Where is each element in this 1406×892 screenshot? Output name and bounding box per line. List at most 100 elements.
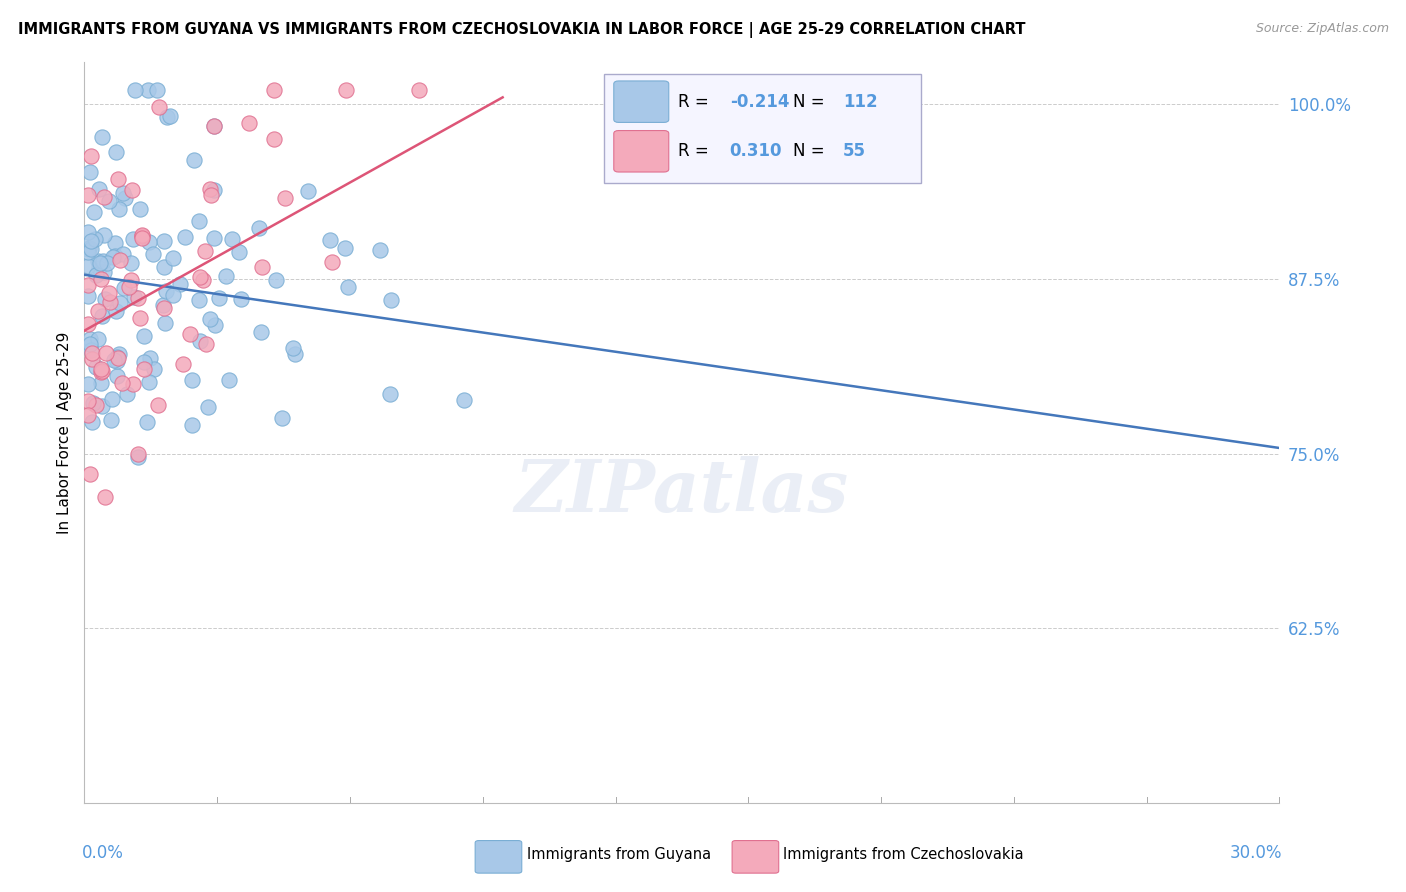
Point xyxy=(105,353,128,368)
Point xyxy=(108,202,131,217)
Text: 0.0%: 0.0% xyxy=(82,844,124,862)
Point xyxy=(91,364,114,378)
Point xyxy=(172,358,194,372)
Text: R =: R = xyxy=(678,143,714,161)
Point xyxy=(108,347,131,361)
Point xyxy=(114,191,136,205)
Point xyxy=(368,243,391,257)
Point xyxy=(93,227,115,242)
Point xyxy=(117,387,139,401)
Point xyxy=(250,260,273,275)
Point xyxy=(132,355,155,369)
Text: IMMIGRANTS FROM GUYANA VS IMMIGRANTS FROM CZECHOSLOVAKIA IN LABOR FORCE | AGE 25: IMMIGRANTS FROM GUYANA VS IMMIGRANTS FRO… xyxy=(18,22,1026,38)
Text: Immigrants from Czechoslovakia: Immigrants from Czechoslovakia xyxy=(783,847,1024,863)
Point xyxy=(101,392,124,406)
Point xyxy=(229,292,252,306)
Point xyxy=(77,277,100,292)
Point xyxy=(94,293,117,307)
Point xyxy=(83,204,105,219)
Point xyxy=(77,408,100,422)
FancyBboxPatch shape xyxy=(605,73,921,183)
Point xyxy=(90,376,112,391)
Point xyxy=(122,377,145,392)
Point xyxy=(120,255,142,269)
Point xyxy=(319,233,342,247)
Point xyxy=(191,272,214,286)
Point xyxy=(202,183,225,197)
Point xyxy=(179,327,201,342)
Point xyxy=(134,362,156,376)
Point xyxy=(103,250,125,264)
Point xyxy=(98,286,121,301)
Point xyxy=(146,398,169,412)
Point xyxy=(297,185,319,199)
Point xyxy=(156,110,179,124)
Point xyxy=(380,387,402,401)
Point xyxy=(202,231,225,245)
Point xyxy=(153,234,176,248)
Point xyxy=(86,332,108,346)
Point xyxy=(91,309,114,323)
FancyBboxPatch shape xyxy=(475,840,522,873)
Point xyxy=(79,165,101,179)
Point xyxy=(94,491,117,505)
Point xyxy=(107,351,129,366)
Point xyxy=(93,254,115,268)
Point xyxy=(84,232,107,246)
Point xyxy=(89,182,111,196)
FancyBboxPatch shape xyxy=(733,840,779,873)
Point xyxy=(105,145,128,160)
Point xyxy=(110,252,132,267)
Point xyxy=(333,241,356,255)
Point xyxy=(89,261,111,276)
Point xyxy=(131,227,153,242)
Point xyxy=(111,376,134,390)
Point xyxy=(188,293,211,307)
Text: 55: 55 xyxy=(844,143,866,161)
Point xyxy=(107,350,129,364)
Point xyxy=(380,293,402,307)
Point xyxy=(194,244,217,258)
Point xyxy=(127,447,149,461)
Point xyxy=(153,316,176,330)
Y-axis label: In Labor Force | Age 25-29: In Labor Force | Age 25-29 xyxy=(58,332,73,533)
Point xyxy=(84,398,107,412)
Point xyxy=(169,277,191,291)
Point xyxy=(134,328,156,343)
Text: 30.0%: 30.0% xyxy=(1229,844,1282,862)
FancyBboxPatch shape xyxy=(614,130,669,172)
Point xyxy=(93,265,115,279)
Point xyxy=(136,83,159,97)
Point xyxy=(337,279,360,293)
Point xyxy=(127,450,149,465)
Point xyxy=(77,241,100,255)
Point xyxy=(82,415,104,429)
Point xyxy=(127,291,149,305)
Point xyxy=(142,362,165,376)
Text: Source: ZipAtlas.com: Source: ZipAtlas.com xyxy=(1256,22,1389,36)
Point xyxy=(453,392,475,407)
Point xyxy=(108,295,131,310)
Point xyxy=(263,83,285,97)
Point xyxy=(90,272,112,286)
Point xyxy=(84,359,107,374)
Point xyxy=(131,230,153,244)
Point xyxy=(129,310,152,325)
Point xyxy=(335,83,357,97)
Point xyxy=(162,251,184,265)
Point xyxy=(77,244,100,259)
Point xyxy=(202,119,225,133)
Point xyxy=(187,214,209,228)
Point xyxy=(284,347,307,361)
Point xyxy=(80,234,103,248)
Point xyxy=(84,268,107,283)
Point xyxy=(162,288,184,302)
Point xyxy=(200,188,222,202)
Point xyxy=(112,247,135,261)
Point xyxy=(86,303,108,318)
Point xyxy=(80,346,103,360)
Point xyxy=(263,131,285,145)
Point xyxy=(77,394,100,409)
Point xyxy=(198,182,221,196)
Point xyxy=(408,83,430,97)
